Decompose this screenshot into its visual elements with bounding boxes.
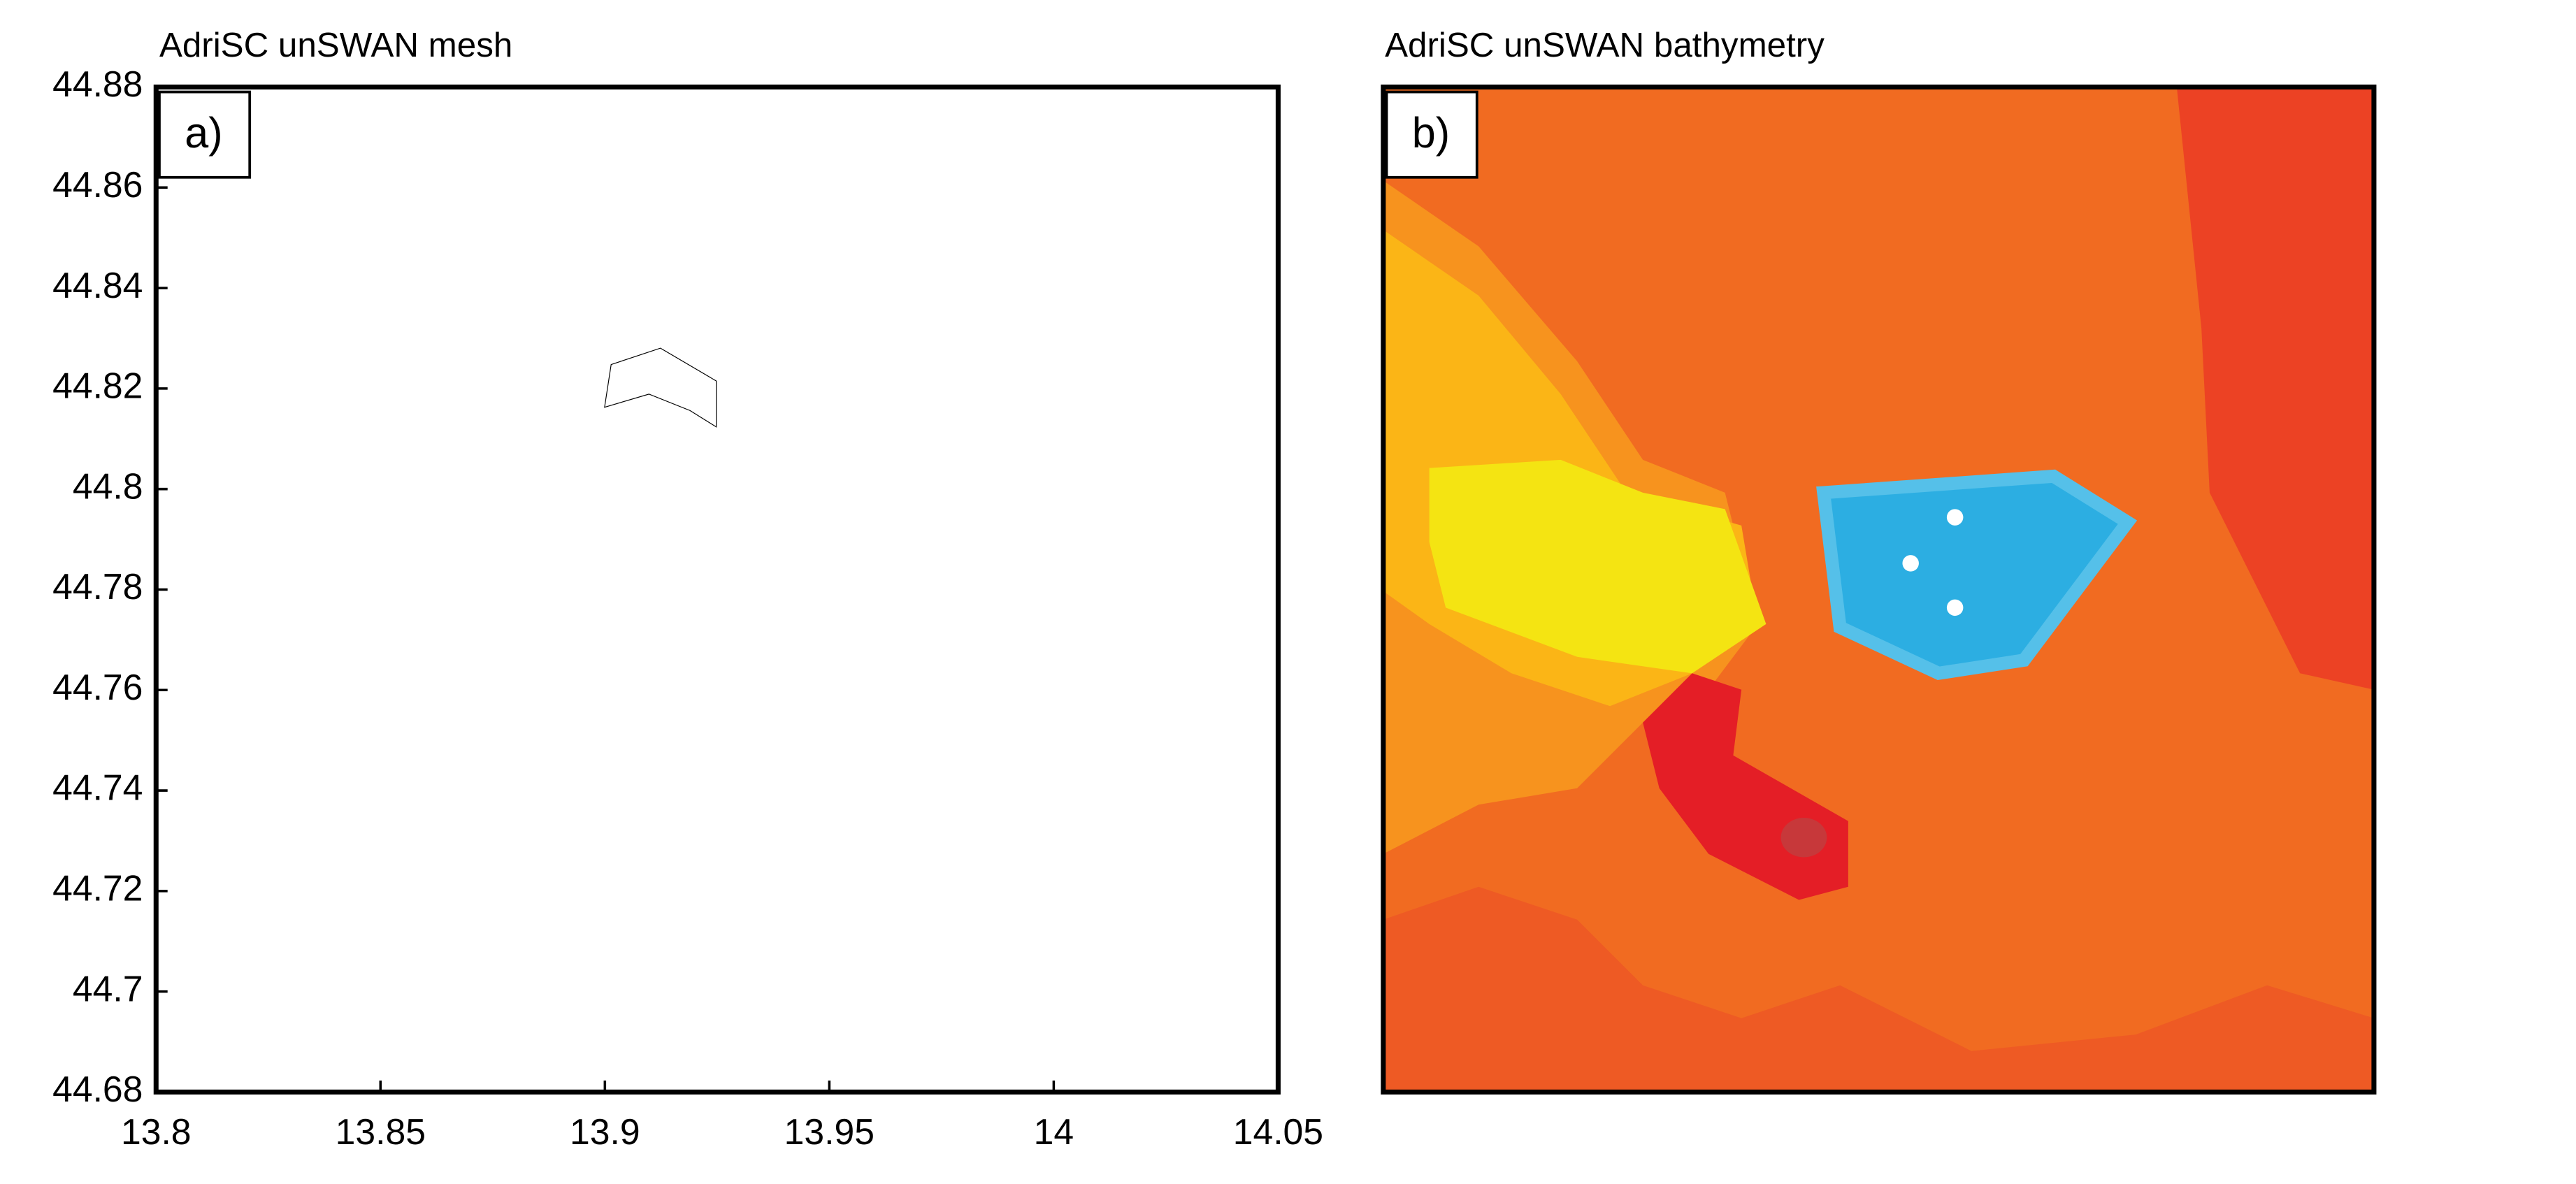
panel-label: a): [185, 109, 222, 157]
x-tick-label: 13.9: [570, 1111, 640, 1152]
y-tick-label: 44.76: [52, 667, 143, 707]
x-tick-label: 13.8: [121, 1111, 192, 1152]
y-tick-label: 44.8: [73, 465, 143, 506]
panel-label: b): [1412, 109, 1450, 157]
depth-field: [1429, 459, 1766, 674]
y-tick-label: 44.7: [73, 968, 143, 1009]
bathymetry-panel: [1383, 87, 2374, 1092]
y-tick-label: 44.82: [52, 366, 143, 406]
y-tick-label: 44.86: [52, 164, 143, 205]
depth-field: [1780, 818, 1827, 858]
panel-label-box: [1385, 90, 1478, 179]
island: [1946, 599, 1964, 616]
y-tick-label: 44.88: [52, 64, 143, 104]
x-tick-label: 13.95: [784, 1111, 875, 1152]
x-tick-label: 14.05: [1233, 1111, 1323, 1152]
island: [1946, 509, 1964, 526]
panel-title: AdriSC unSWAN mesh: [159, 26, 512, 64]
depth-field: [2176, 87, 2374, 690]
x-tick-label: 14: [1034, 1111, 1074, 1152]
y-tick-label: 44.74: [52, 767, 143, 808]
axes-frame: [1381, 85, 2377, 1095]
y-tick-label: 44.84: [52, 265, 143, 305]
island: [1902, 555, 1919, 572]
promontory-mesh: [604, 347, 717, 428]
panel-label-box: [158, 90, 252, 179]
bay: [1816, 469, 2138, 681]
x-tick-label: 13.85: [336, 1111, 426, 1152]
panel-title: AdriSC unSWAN bathymetry: [1385, 26, 1825, 64]
land: [156, 87, 1055, 649]
mesh-panel: [156, 87, 1055, 649]
y-tick-label: 44.68: [52, 1069, 143, 1109]
y-tick-label: 44.72: [52, 868, 143, 909]
y-tick-label: 44.78: [52, 566, 143, 607]
depth-field: [1383, 886, 2374, 1092]
